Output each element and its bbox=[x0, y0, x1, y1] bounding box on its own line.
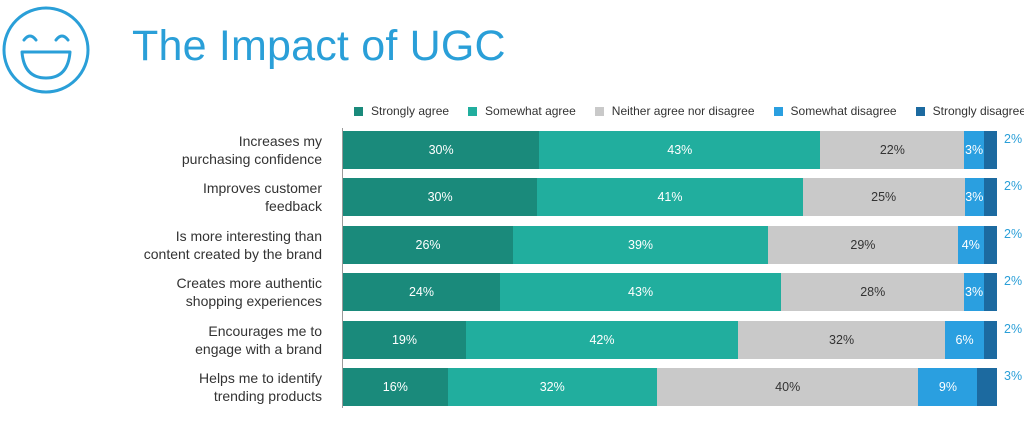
category-label-line: trending products bbox=[213, 388, 322, 404]
bar-segment-strongly-agree: 26% bbox=[343, 225, 514, 264]
bar-segment-neither: 40% bbox=[656, 368, 919, 406]
legend-item-somewhat-agree: Somewhat agree bbox=[468, 104, 576, 118]
bar-row: 19% 42% 32% 6% bbox=[343, 320, 997, 359]
bar-row: 30% 43% 22% 3% bbox=[343, 131, 997, 169]
category-label-line: purchasing confidence bbox=[181, 151, 322, 167]
legend-item-strongly-disagree: Strongly disagree bbox=[915, 104, 1024, 118]
legend-label: Strongly agree bbox=[371, 104, 450, 118]
legend-swatch-strongly-disagree bbox=[915, 106, 925, 116]
bar-segment-strongly-agree: 24% bbox=[343, 273, 500, 312]
category-label-line: shopping experiences bbox=[185, 293, 322, 310]
category-label: Improves customer feedback bbox=[100, 179, 322, 215]
bar-segment-neither: 32% bbox=[737, 320, 946, 359]
bar-segment-strongly-disagree bbox=[977, 368, 997, 406]
y-axis-line bbox=[342, 128, 343, 408]
legend-item-neither: Neither agree nor disagree bbox=[594, 104, 755, 118]
bar-segment-strongly-disagree bbox=[984, 178, 997, 217]
category-label-line: Creates more authentic bbox=[176, 275, 322, 292]
bar-segment-somewhat-agree: 32% bbox=[447, 368, 657, 406]
bar-segment-strongly-disagree bbox=[983, 225, 997, 264]
category-label-line: content created by the brand bbox=[143, 245, 322, 262]
bar-segment-somewhat-disagree: 6% bbox=[945, 320, 985, 359]
data-label-strongly-disagree: 2% bbox=[1004, 179, 1023, 194]
bar-row: 26% 39% 29% 4% bbox=[343, 225, 997, 264]
category-label-line: feedback bbox=[265, 198, 322, 215]
chart-legend: Strongly agree Somewhat agree Neither agre… bbox=[354, 104, 1024, 118]
page-title: The Impact of UGC bbox=[132, 22, 506, 70]
bar-row: 30% 41% 25% 3% bbox=[343, 178, 997, 217]
bar-segment-somewhat-disagree: 3% bbox=[964, 273, 984, 312]
bar-segment-somewhat-disagree: 4% bbox=[957, 225, 984, 264]
category-label: Increases my purchasing confidence bbox=[100, 132, 322, 168]
smiley-face-icon bbox=[2, 6, 90, 94]
legend-item-somewhat-disagree: Somewhat disagree bbox=[773, 104, 897, 118]
legend-swatch-neither bbox=[594, 106, 604, 116]
bar-segment-strongly-disagree bbox=[983, 131, 997, 169]
bar-segment-somewhat-agree: 43% bbox=[539, 131, 821, 169]
category-label-line: Encourages me to bbox=[208, 322, 322, 339]
bar-segment-strongly-agree: 30% bbox=[343, 178, 538, 217]
data-label-strongly-disagree: 3% bbox=[1004, 369, 1023, 383]
data-label-strongly-disagree: 2% bbox=[1004, 274, 1023, 289]
legend-label: Somewhat disagree bbox=[790, 104, 897, 118]
legend-swatch-strongly-agree bbox=[354, 106, 363, 116]
bar-segment-strongly-disagree bbox=[984, 320, 997, 359]
category-label: Creates more authentic shopping experienc… bbox=[100, 274, 322, 310]
category-label-line: Is more interesting than bbox=[175, 227, 322, 244]
category-label-line: Increases my bbox=[238, 133, 322, 149]
legend-swatch-somewhat-disagree bbox=[773, 106, 783, 116]
bar-row: 16% 32% 40% 9% bbox=[343, 368, 997, 406]
data-label-strongly-disagree: 2% bbox=[1004, 226, 1023, 241]
category-label: Encourages me to engage with a brand bbox=[100, 322, 322, 358]
bar-segment-somewhat-disagree: 9% bbox=[918, 368, 978, 406]
bar-segment-strongly-agree: 30% bbox=[343, 131, 540, 169]
category-label-line: Helps me to identify bbox=[199, 370, 322, 386]
bar-row: 24% 43% 28% 3% bbox=[343, 273, 997, 312]
bar-segment-somewhat-disagree: 3% bbox=[964, 131, 984, 169]
bar-segment-neither: 22% bbox=[820, 131, 965, 169]
data-label-strongly-disagree: 2% bbox=[1004, 132, 1023, 146]
bar-segment-somewhat-disagree: 3% bbox=[964, 178, 985, 217]
bar-segment-somewhat-agree: 43% bbox=[499, 273, 782, 312]
data-label-strongly-disagree: 2% bbox=[1004, 321, 1023, 336]
legend-label: Neither agree nor disagree bbox=[611, 104, 755, 118]
legend-label: Strongly disagree bbox=[932, 104, 1024, 118]
bar-segment-neither: 28% bbox=[781, 273, 965, 312]
legend-label: Somewhat agree bbox=[485, 104, 576, 118]
bar-segment-somewhat-agree: 39% bbox=[513, 225, 769, 264]
bar-segment-neither: 25% bbox=[802, 178, 965, 217]
bar-segment-strongly-agree: 19% bbox=[343, 320, 467, 359]
bar-segment-strongly-agree: 16% bbox=[343, 368, 448, 406]
bar-segment-neither: 29% bbox=[768, 225, 958, 264]
bar-segment-strongly-disagree bbox=[983, 273, 997, 312]
legend-swatch-somewhat-agree bbox=[468, 106, 478, 116]
bar-segment-somewhat-agree: 42% bbox=[466, 320, 738, 359]
category-label: Helps me to identify trending products bbox=[100, 369, 322, 405]
category-label-line: Improves customer bbox=[202, 180, 322, 197]
category-label: Is more interesting than content created … bbox=[100, 227, 322, 263]
category-label-line: engage with a brand bbox=[195, 340, 322, 357]
legend-item-strongly-agree: Strongly agree bbox=[354, 104, 449, 118]
bar-segment-somewhat-agree: 41% bbox=[537, 178, 803, 217]
